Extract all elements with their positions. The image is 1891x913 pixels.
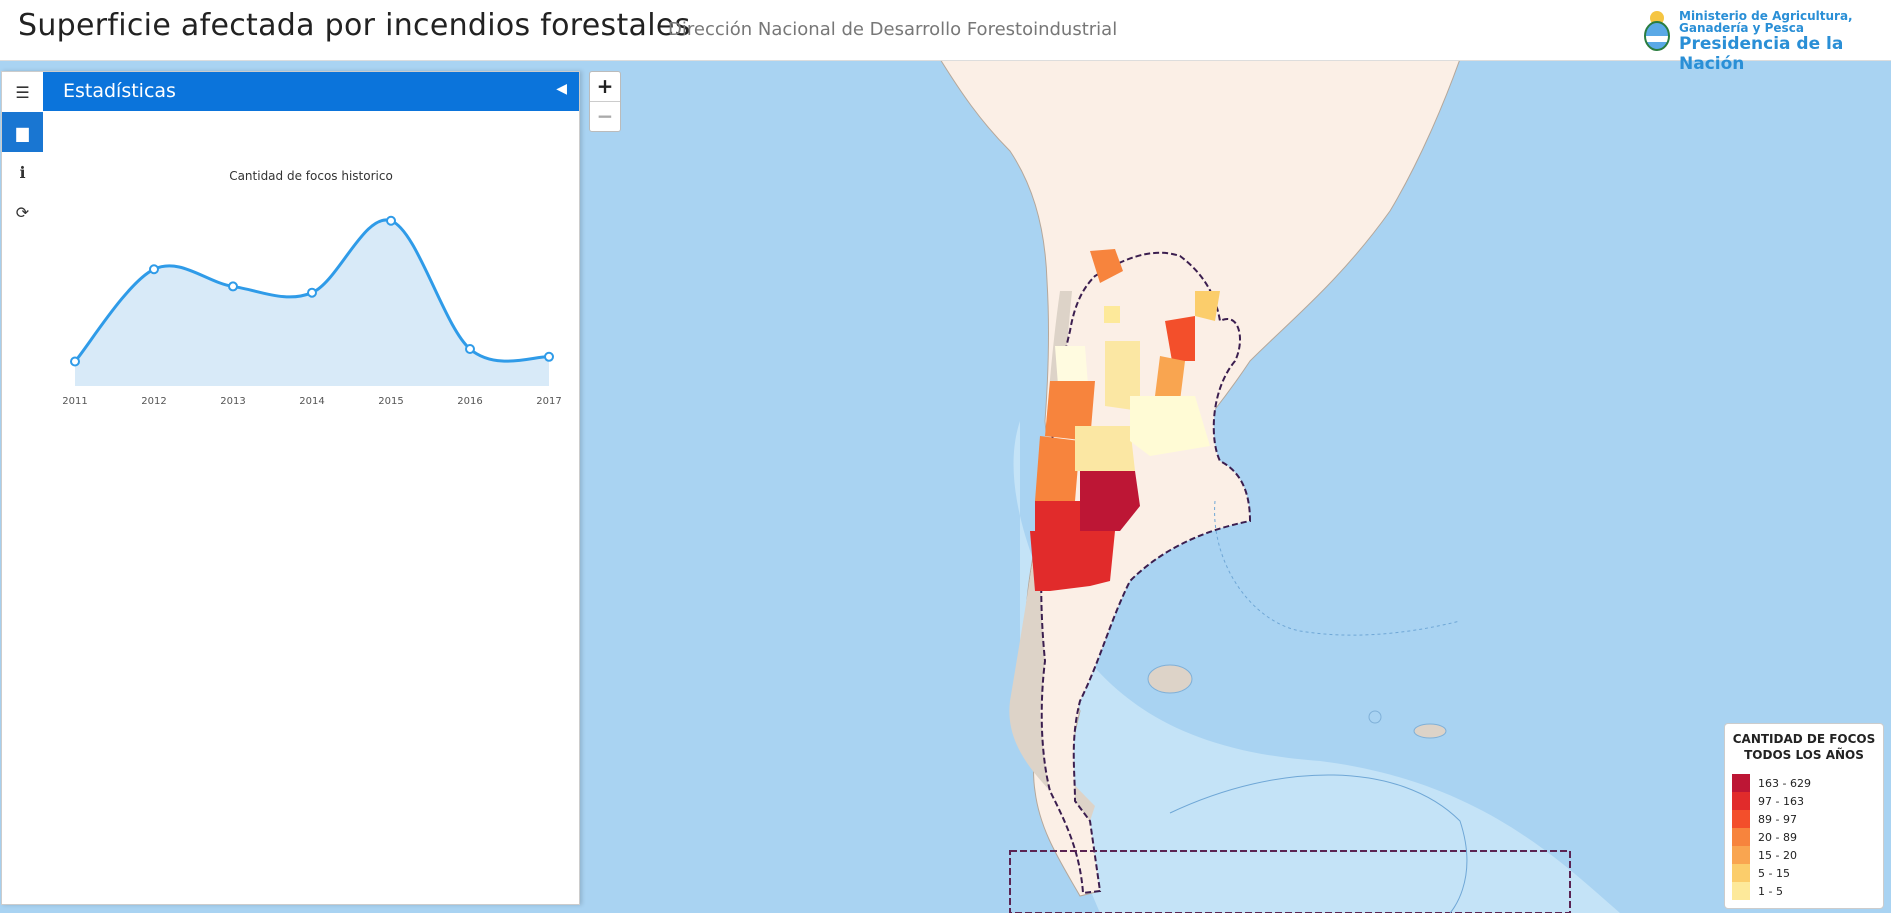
x-tick-label: 2016 (457, 396, 482, 407)
eez-line (1214, 500, 1461, 636)
ministry-name: Ministerio de Agricultura, Ganadería y P… (1679, 10, 1853, 34)
antarctic-sector-border (1009, 850, 1571, 913)
legend-title-line2: TODOS LOS AÑOS (1744, 748, 1864, 762)
legend-item: 89 - 97 (1732, 810, 1811, 828)
legend-item: 163 - 629 (1732, 774, 1811, 792)
x-tick-label: 2012 (141, 396, 166, 407)
province-entre-rios[interactable] (1155, 356, 1185, 401)
legend-swatch (1732, 828, 1750, 846)
ministry-line2: Ganadería y Pesca (1679, 21, 1804, 35)
legend-swatch (1732, 810, 1750, 828)
province-mendoza[interactable] (1035, 436, 1080, 501)
chart-point[interactable] (149, 264, 159, 275)
chart-point[interactable] (465, 343, 475, 354)
legend-label: 20 - 89 (1758, 830, 1797, 844)
legend-swatch (1732, 882, 1750, 900)
legend-item: 1 - 5 (1732, 882, 1811, 900)
legend-label: 5 - 15 (1758, 866, 1790, 880)
legend-label: 97 - 163 (1758, 794, 1804, 808)
page-subtitle: Dirección Nacional de Desarrollo Foresto… (668, 19, 1118, 40)
bar-chart-tab[interactable]: ▆ (2, 112, 43, 152)
province-misiones[interactable] (1195, 291, 1220, 321)
info-icon: ℹ (19, 162, 26, 182)
province-jujuy[interactable] (1090, 249, 1123, 283)
x-tick-label: 2017 (536, 396, 561, 407)
island-ring (1368, 710, 1382, 724)
refresh-tab[interactable]: ⟳ (2, 192, 43, 232)
zoom-control: + − (589, 71, 621, 132)
panel-title: Estadísticas (63, 80, 176, 102)
collapse-panel-icon[interactable]: ◀ (556, 81, 567, 97)
malvinas-islands (1147, 664, 1193, 694)
legend-label: 1 - 5 (1758, 884, 1783, 898)
chart-area (75, 219, 549, 386)
legend-item: 15 - 20 (1732, 846, 1811, 864)
header: Superficie afectada por incendios forest… (0, 0, 1891, 74)
focos-chart: 2011 2012 2013 2014 2015 2016 2017 (62, 215, 562, 407)
legend-items: 163 - 629 97 - 163 89 - 97 20 - 89 15 - 20 5 … (1732, 774, 1811, 900)
legend-label: 15 - 20 (1758, 848, 1797, 862)
menu-tab[interactable]: ☰ (2, 72, 43, 112)
province-corrientes[interactable] (1165, 316, 1195, 361)
chart-point[interactable] (70, 356, 80, 367)
legend-swatch (1732, 774, 1750, 792)
legend-item: 97 - 163 (1732, 792, 1811, 810)
chart-point[interactable] (228, 281, 238, 292)
stats-panel: ☰ ▆ ℹ ⟳ Estadísticas ◀ Cantidad de focos hi… (1, 71, 580, 905)
refresh-icon: ⟳ (15, 202, 30, 222)
chart-point[interactable] (544, 351, 554, 362)
panel-header: Estadísticas ◀ (43, 72, 579, 111)
province-rio-negro[interactable] (1030, 531, 1115, 591)
zoom-out-button[interactable]: − (590, 101, 620, 131)
map-legend: CANTIDAD DE FOCOS TODOS LOS AÑOS 163 - 6… (1724, 723, 1884, 909)
legend-item: 5 - 15 (1732, 864, 1811, 882)
legend-item: 20 - 89 (1732, 828, 1811, 846)
ministry-line1: Ministerio de Agricultura, (1679, 9, 1853, 23)
legend-swatch (1732, 846, 1750, 864)
legend-title-line1: CANTIDAD DE FOCOS (1732, 732, 1876, 746)
province-cordoba[interactable] (1105, 341, 1140, 411)
info-tab[interactable]: ℹ (2, 152, 43, 192)
ministry-logo[interactable]: Ministerio de Agricultura, Ganadería y P… (1641, 6, 1881, 74)
province-neuquen[interactable] (1035, 501, 1080, 531)
legend-title: CANTIDAD DE FOCOS TODOS LOS AÑOS (1725, 731, 1883, 763)
legend-swatch (1732, 792, 1750, 810)
province-buenos-aires[interactable] (1130, 396, 1210, 456)
presidencia-label: Presidencia de la Nación (1679, 34, 1844, 74)
coat-of-arms-icon (1644, 11, 1670, 51)
legend-label: 163 - 629 (1758, 776, 1811, 790)
chart-point[interactable] (307, 287, 317, 298)
chart-point[interactable] (386, 215, 396, 226)
menu-icon: ☰ (15, 82, 30, 102)
province-san-luis[interactable] (1075, 426, 1135, 471)
province-la-pampa[interactable] (1080, 471, 1140, 531)
maritime-boundary (1169, 774, 1468, 913)
chart-title: Cantidad de focos historico (229, 169, 393, 183)
page-title: Superficie afectada por incendios forest… (18, 8, 691, 43)
georgias-islands (1413, 723, 1447, 739)
province-tucuman[interactable] (1104, 306, 1120, 323)
x-tick-label: 2011 (62, 396, 87, 407)
x-tick-label: 2014 (299, 396, 324, 407)
bar-chart-icon: ▆ (16, 122, 29, 142)
sidebar-tabs: ☰ ▆ ℹ ⟳ (2, 72, 43, 904)
x-tick-label: 2015 (378, 396, 403, 407)
zoom-in-button[interactable]: + (596, 74, 614, 98)
legend-label: 89 - 97 (1758, 812, 1797, 826)
x-tick-label: 2013 (220, 396, 245, 407)
legend-swatch (1732, 864, 1750, 882)
continental-shelf (1013, 421, 1620, 913)
